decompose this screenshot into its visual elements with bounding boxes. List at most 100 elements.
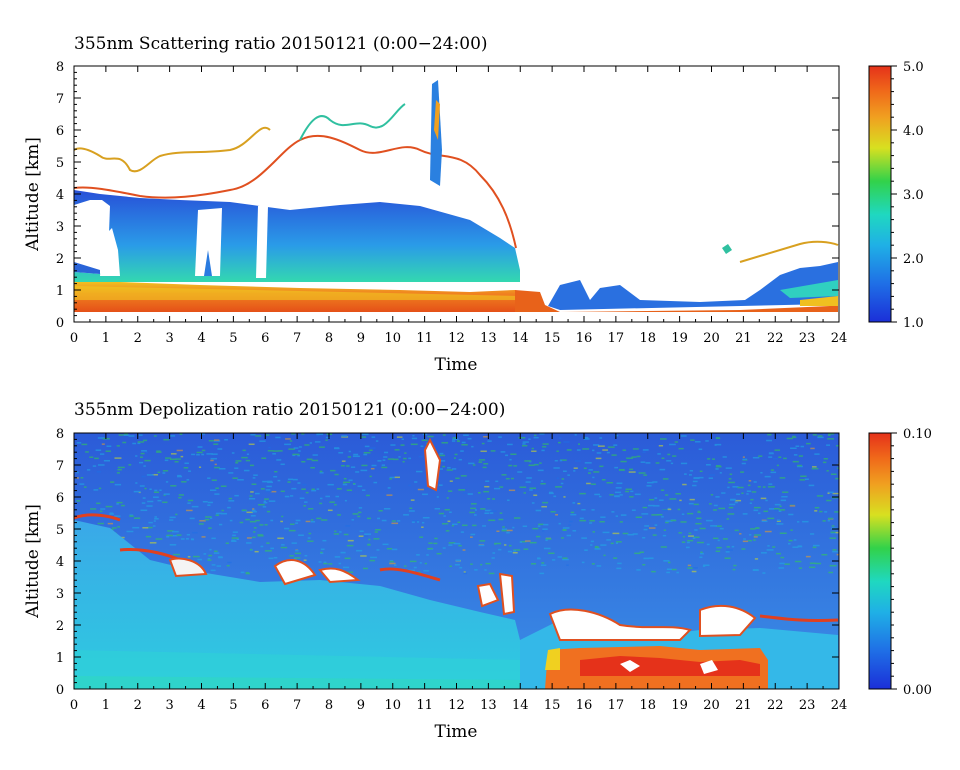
noise-speck — [274, 470, 278, 473]
noise-speck — [743, 538, 746, 540]
noise-speck — [507, 550, 513, 553]
noise-speck — [320, 551, 323, 554]
noise-speck — [625, 488, 632, 491]
noise-speck — [589, 519, 595, 522]
noise-speck — [685, 546, 690, 549]
noise-speck — [578, 443, 581, 445]
noise-speck — [382, 459, 386, 461]
noise-speck — [421, 439, 428, 442]
noise-speck — [529, 487, 537, 489]
noise-speck — [485, 562, 491, 565]
noise-speck — [566, 449, 572, 451]
noise-speck — [358, 507, 363, 509]
noise-speck — [749, 534, 752, 536]
noise-speck — [316, 488, 320, 490]
noise-speck — [350, 466, 356, 468]
noise-speck — [463, 434, 469, 436]
noise-speck — [255, 435, 262, 437]
noise-speck — [543, 547, 551, 550]
noise-speck — [434, 507, 440, 510]
noise-speck — [472, 524, 477, 527]
noise-speck — [307, 540, 314, 542]
noise-speck — [579, 517, 584, 520]
noise-speck — [344, 499, 347, 502]
noise-speck — [606, 482, 613, 484]
noise-speck — [619, 521, 623, 523]
noise-speck — [371, 436, 376, 438]
noise-speck — [184, 462, 189, 464]
noise-speck — [151, 474, 159, 476]
depolarization-title: 355nm Depolization ratio 20150121 (0:00−… — [74, 400, 505, 420]
noise-speck — [742, 456, 745, 458]
noise-speck — [573, 467, 578, 469]
noise-speck — [541, 562, 545, 564]
noise-speck — [522, 441, 529, 443]
noise-speck — [347, 539, 354, 542]
y-tick-label: 7 — [56, 459, 64, 474]
x-tick-label: 22 — [767, 331, 784, 346]
noise-speck — [620, 460, 627, 463]
noise-speck — [712, 537, 719, 540]
noise-speck — [562, 558, 569, 561]
noise-speck — [162, 470, 169, 472]
noise-speck — [648, 527, 656, 529]
noise-speck — [447, 490, 453, 492]
depolarization-plot-area — [74, 433, 839, 689]
noise-speck — [665, 494, 669, 496]
noise-speck — [611, 454, 617, 456]
noise-speck — [634, 493, 641, 496]
noise-speck — [144, 459, 151, 462]
noise-speck — [506, 531, 510, 534]
noise-speck — [116, 501, 123, 504]
noise-speck — [616, 541, 622, 543]
noise-speck — [715, 550, 721, 553]
noise-speck — [485, 480, 490, 483]
colorbar-label: 2.0 — [903, 252, 924, 267]
noise-speck — [665, 520, 673, 522]
noise-speck — [449, 565, 452, 568]
noise-speck — [821, 553, 828, 556]
noise-speck — [837, 467, 839, 469]
noise-speck — [489, 512, 494, 514]
noise-speck — [257, 534, 264, 537]
noise-speck — [715, 468, 719, 470]
noise-speck — [499, 486, 504, 488]
noise-speck — [518, 437, 526, 439]
noise-speck — [681, 541, 686, 543]
noise-speck — [676, 571, 679, 574]
noise-speck — [457, 521, 461, 524]
noise-speck — [211, 537, 216, 540]
noise-speck — [697, 541, 704, 544]
noise-speck — [174, 461, 179, 463]
noise-speck — [253, 474, 258, 476]
noise-speck — [141, 450, 147, 452]
noise-speck — [221, 509, 224, 512]
noise-speck — [201, 536, 206, 538]
noise-speck — [601, 479, 606, 481]
x-tick-label: 1 — [102, 698, 110, 713]
noise-speck — [383, 451, 389, 454]
noise-speck — [280, 490, 285, 493]
noise-speck — [620, 514, 627, 516]
noise-speck — [507, 443, 513, 446]
y-tick-label: 1 — [56, 651, 64, 666]
noise-speck — [692, 567, 698, 569]
noise-speck — [126, 530, 134, 533]
noise-speck — [220, 485, 227, 487]
noise-speck — [590, 540, 594, 543]
noise-speck — [682, 483, 687, 486]
noise-speck — [513, 550, 516, 552]
noise-speck — [114, 515, 121, 517]
noise-speck — [682, 535, 686, 538]
noise-speck — [594, 493, 601, 496]
noise-speck — [329, 501, 335, 503]
noise-speck — [665, 521, 669, 524]
noise-speck — [643, 557, 650, 560]
noise-speck — [389, 562, 396, 565]
noise-speck — [254, 550, 259, 553]
noise-speck — [592, 476, 595, 479]
noise-speck — [155, 538, 163, 540]
noise-speck — [292, 453, 300, 456]
noise-speck — [387, 458, 394, 460]
noise-speck — [276, 459, 282, 461]
